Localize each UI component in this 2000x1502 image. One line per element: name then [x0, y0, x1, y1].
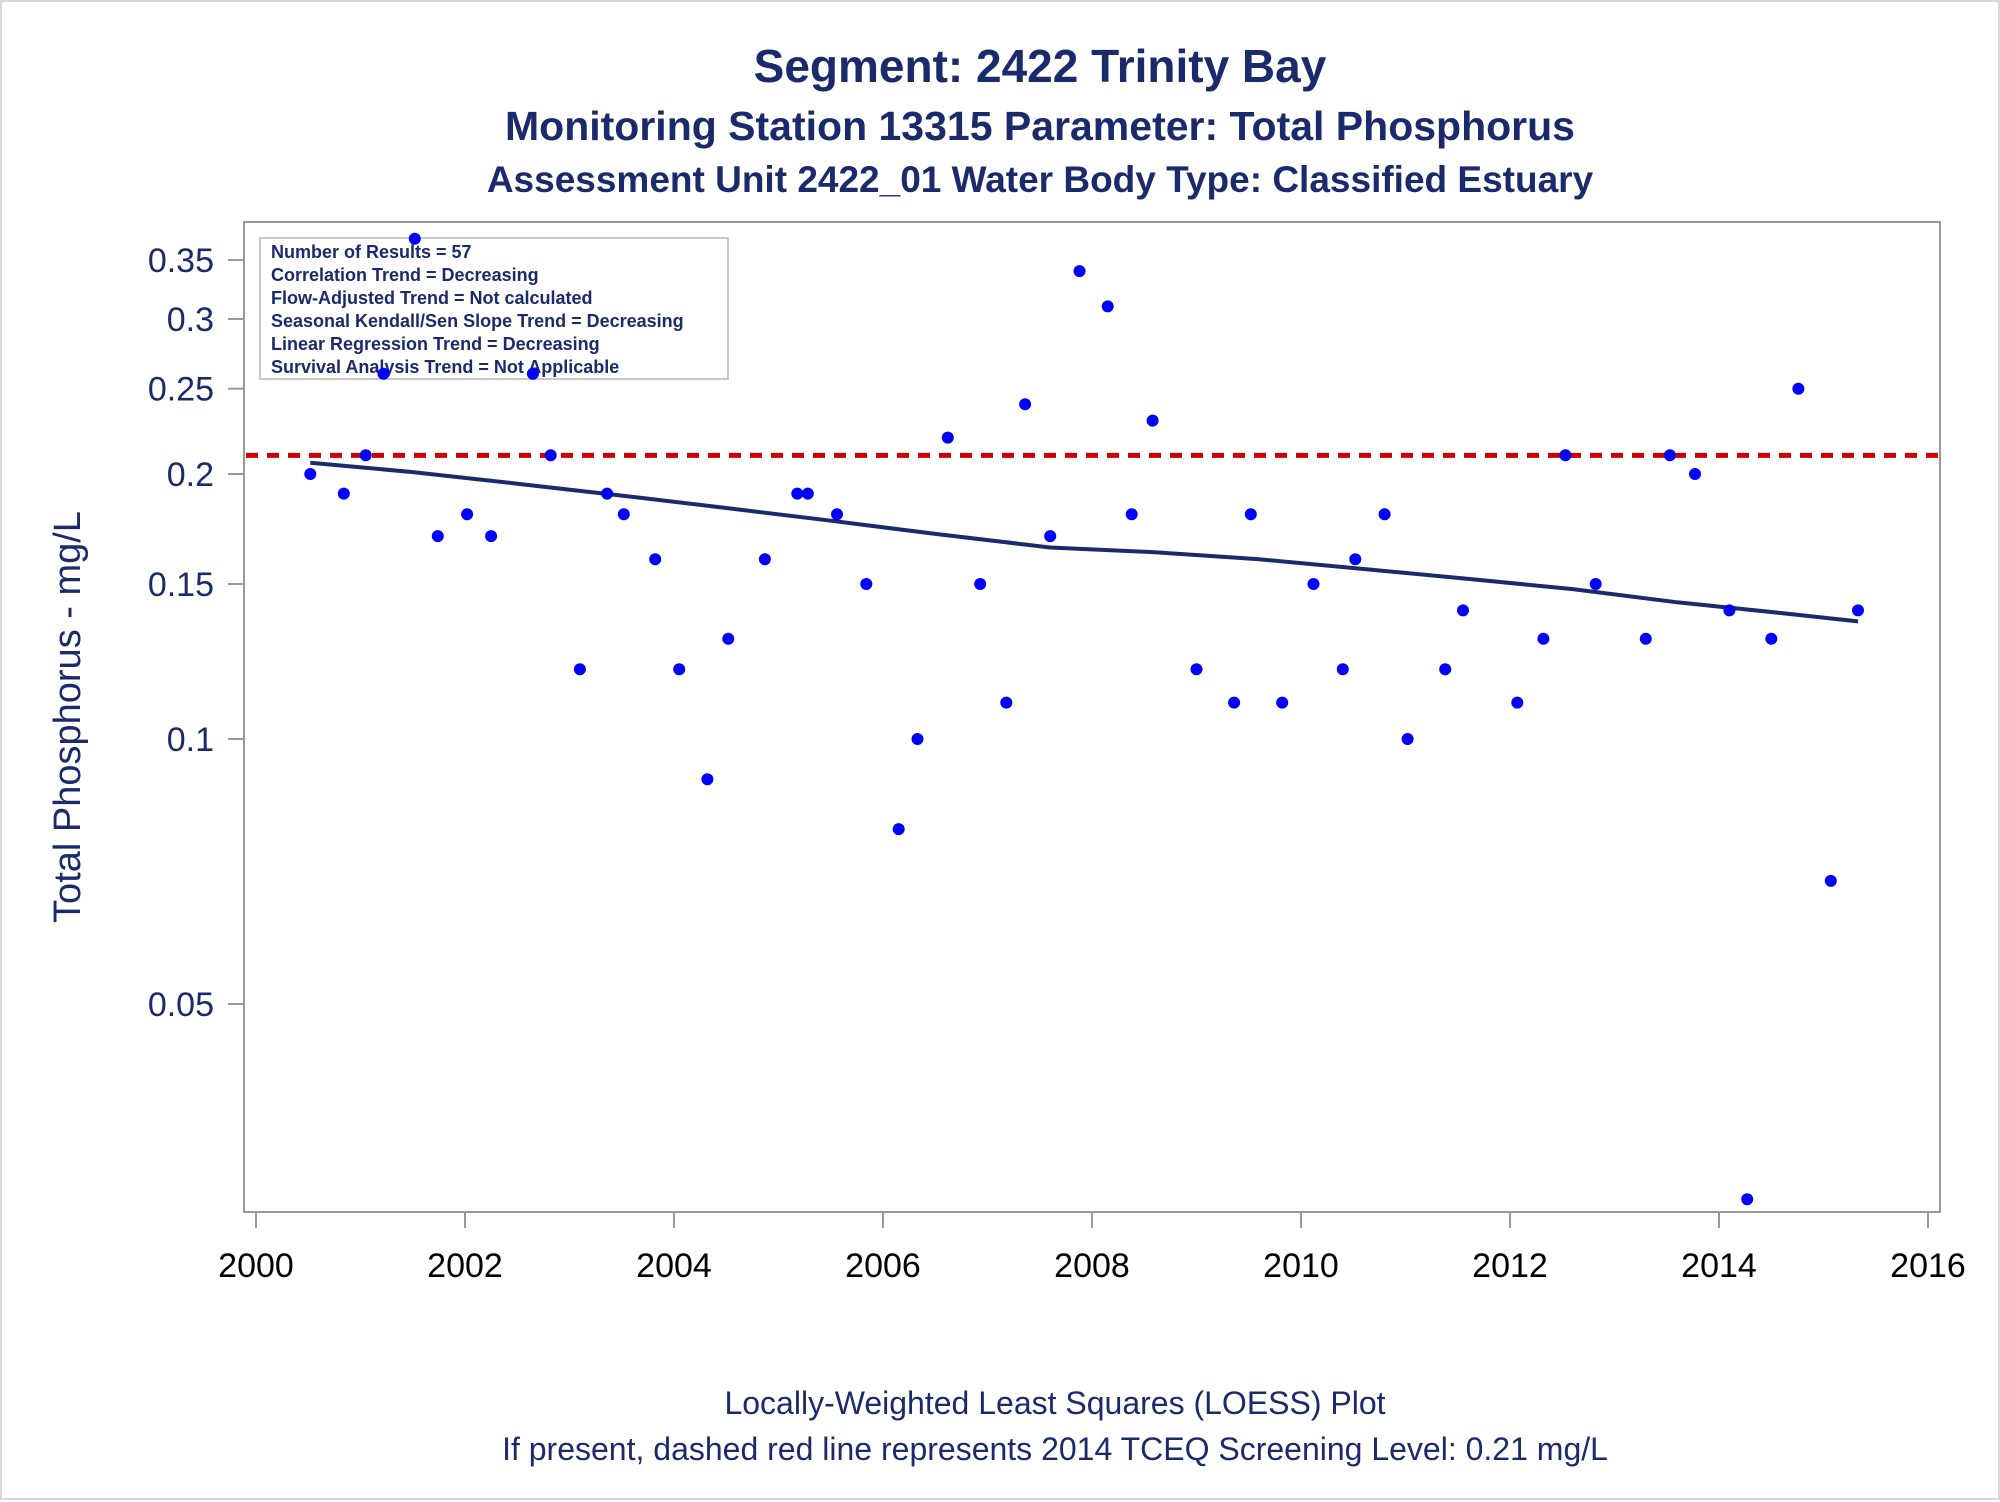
data-point — [1125, 508, 1138, 521]
stats-line: Flow-Adjusted Trend = Not calculated — [271, 288, 593, 308]
stats-line: Correlation Trend = Decreasing — [271, 265, 539, 285]
data-point — [1190, 663, 1203, 676]
data-point — [1537, 632, 1550, 645]
data-point — [1000, 696, 1013, 709]
stats-box: Number of Results = 57 Correlation Trend … — [259, 237, 729, 380]
data-point — [722, 632, 735, 645]
stats-line: Seasonal Kendall/Sen Slope Trend = Decre… — [271, 311, 684, 331]
chart-subtitle-2: Assessment Unit 2422_01 Water Body Type:… — [487, 159, 1594, 200]
data-point — [1741, 1193, 1754, 1206]
y-tick-label: 0.35 — [148, 242, 214, 280]
data-point — [1307, 578, 1320, 590]
data-point — [941, 431, 954, 444]
data-point — [673, 663, 686, 676]
data-point — [1276, 696, 1289, 709]
data-point — [892, 823, 905, 836]
x-tick-label: 2012 — [1472, 1247, 1548, 1285]
x-tick-label: 2002 — [427, 1247, 503, 1285]
x-tick-label: 2016 — [1890, 1247, 1966, 1285]
data-point — [758, 553, 771, 566]
stats-line: Number of Results = 57 — [271, 242, 472, 262]
data-point — [1044, 530, 1057, 543]
data-points — [304, 232, 1864, 1206]
y-tick-label: 0.1 — [167, 721, 214, 759]
data-point — [1689, 468, 1701, 480]
data-point — [1439, 663, 1452, 676]
stats-line: Survival Analysis Trend = Not Applicable — [271, 357, 619, 377]
data-point — [1639, 632, 1652, 645]
x-tick-label: 2000 — [218, 1247, 294, 1285]
x-tick-label: 2008 — [1054, 1247, 1130, 1285]
data-point — [359, 449, 372, 462]
data-point — [1401, 733, 1414, 745]
data-point — [1589, 578, 1602, 590]
data-point — [649, 553, 662, 566]
footnote-loess: Locally-Weighted Least Squares (LOESS) P… — [724, 1385, 1385, 1421]
y-tick-label: 0.3 — [167, 301, 214, 339]
data-point — [485, 530, 498, 543]
y-tick-label: 0.15 — [148, 566, 214, 604]
data-point — [1019, 398, 1032, 411]
data-point — [1792, 382, 1805, 395]
y-axis-label: Total Phosphorus - mg/L — [47, 511, 89, 923]
data-point — [1378, 508, 1391, 521]
chart-title: Segment: 2422 Trinity Bay — [754, 40, 1327, 92]
data-point — [1244, 508, 1257, 521]
data-point — [1146, 414, 1159, 427]
y-tick-label: 0.05 — [148, 986, 214, 1024]
data-point — [1101, 300, 1114, 313]
data-point — [1349, 553, 1362, 566]
data-point — [1228, 696, 1241, 709]
loess-curve — [310, 460, 1859, 624]
x-axis: 2000 2002 2004 2006 2008 2010 2012 2014 2016 — [218, 1212, 1966, 1285]
data-point — [1852, 604, 1864, 617]
data-point — [601, 487, 614, 500]
footnote-screening: If present, dashed red line represents 2… — [502, 1431, 1608, 1467]
data-point — [974, 578, 987, 590]
data-point — [860, 578, 873, 590]
data-point — [1073, 265, 1086, 278]
data-point — [831, 508, 843, 521]
data-point — [1824, 874, 1837, 887]
data-point — [911, 733, 924, 745]
data-point — [801, 487, 814, 500]
x-tick-label: 2004 — [636, 1247, 712, 1285]
data-point — [408, 232, 421, 245]
y-axis: 0.35 0.3 0.25 0.2 0.15 0.1 0.05 — [148, 242, 244, 1024]
data-point — [1336, 663, 1349, 676]
data-point — [1723, 604, 1736, 617]
y-tick-label: 0.2 — [167, 456, 214, 494]
data-point — [1663, 449, 1676, 462]
chart-subtitle: Monitoring Station 13315 Parameter: Tota… — [505, 103, 1575, 149]
stats-box-border — [259, 237, 729, 380]
data-point — [304, 468, 317, 480]
data-point — [1457, 604, 1469, 617]
x-tick-label: 2010 — [1263, 1247, 1339, 1285]
data-point — [544, 449, 557, 462]
x-tick-label: 2006 — [845, 1247, 921, 1285]
data-point — [701, 773, 714, 786]
data-point — [526, 367, 539, 380]
data-point — [791, 487, 804, 500]
data-point — [1511, 696, 1524, 709]
stats-line: Linear Regression Trend = Decreasing — [271, 334, 600, 354]
data-point — [377, 367, 390, 380]
data-point — [461, 508, 474, 521]
data-point — [573, 663, 586, 676]
data-point — [617, 508, 630, 521]
data-point — [431, 530, 444, 543]
y-tick-label: 0.25 — [148, 371, 214, 409]
data-point — [1765, 632, 1778, 645]
x-tick-label: 2014 — [1681, 1247, 1757, 1285]
data-point — [1559, 449, 1572, 462]
loess-line — [310, 460, 1859, 624]
data-point — [337, 487, 350, 500]
